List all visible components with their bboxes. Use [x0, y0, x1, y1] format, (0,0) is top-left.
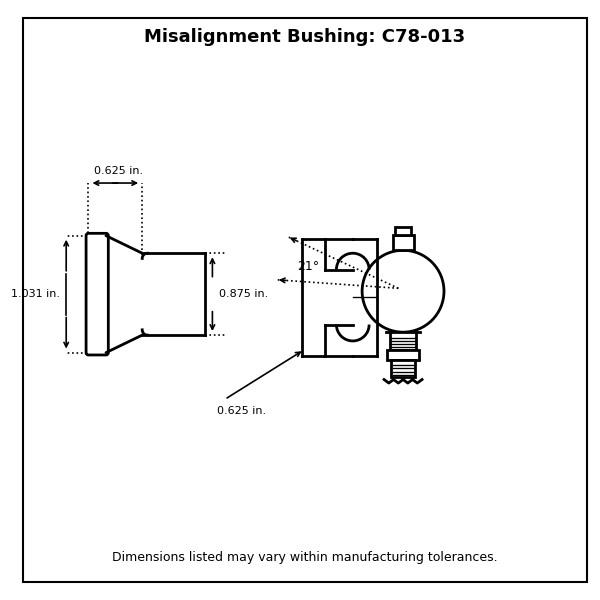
Bar [395, 227, 410, 235]
Text: Misalignment Bushing: C78-013: Misalignment Bushing: C78-013 [144, 28, 466, 46]
Bar [390, 332, 416, 350]
FancyBboxPatch shape [86, 233, 109, 355]
Text: 0.625 in.: 0.625 in. [217, 406, 266, 416]
Text: 21°: 21° [297, 260, 319, 273]
Bar [391, 360, 415, 377]
Text: Dimensions listed may vary within manufacturing tolerances.: Dimensions listed may vary within manufa… [112, 551, 497, 564]
Text: 0.625 in.: 0.625 in. [94, 166, 143, 176]
Text: 1.031 in.: 1.031 in. [11, 289, 61, 299]
Bar [392, 235, 413, 250]
Bar [386, 350, 419, 360]
Text: 0.875 in.: 0.875 in. [220, 289, 269, 299]
